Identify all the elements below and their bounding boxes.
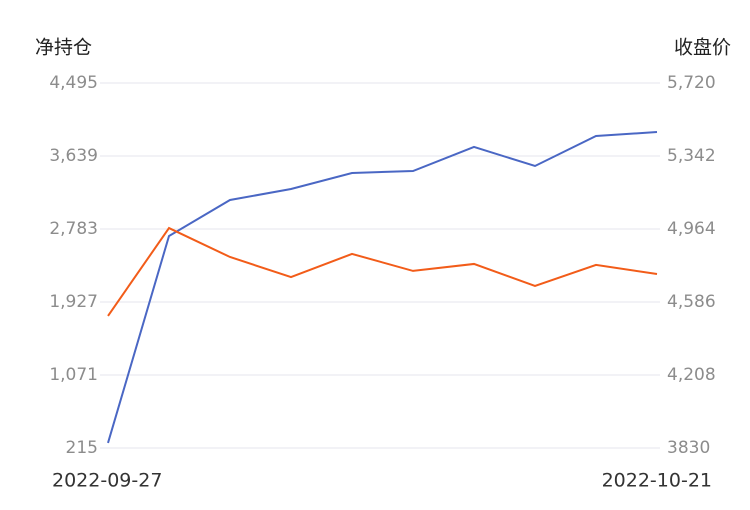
y2-tick-label: 5,342 <box>667 146 716 166</box>
y-tick-label: 2,783 <box>49 219 98 239</box>
y-tick-label: 1,071 <box>49 365 98 385</box>
y-tick-label: 4,495 <box>49 73 98 93</box>
y-tick-label: 215 <box>66 438 98 458</box>
y-tick-label: 1,927 <box>49 292 98 312</box>
y2-tick-label: 3830 <box>667 438 710 458</box>
y2-tick-label: 4,208 <box>667 365 716 385</box>
series-line <box>107 226 658 317</box>
series-line <box>107 131 658 444</box>
y2-tick-label: 4,964 <box>667 219 716 239</box>
y2-tick-label: 4,586 <box>667 292 716 312</box>
y2-axis-title: 收盘价 <box>674 37 731 59</box>
y-tick-label: 3,639 <box>49 146 98 166</box>
x-tick-label: 2022-09-27 <box>52 470 162 492</box>
x-tick-label: 2022-10-21 <box>602 470 712 492</box>
y-axis-title: 净持仓 <box>35 37 92 59</box>
y2-tick-label: 5,720 <box>667 73 716 93</box>
